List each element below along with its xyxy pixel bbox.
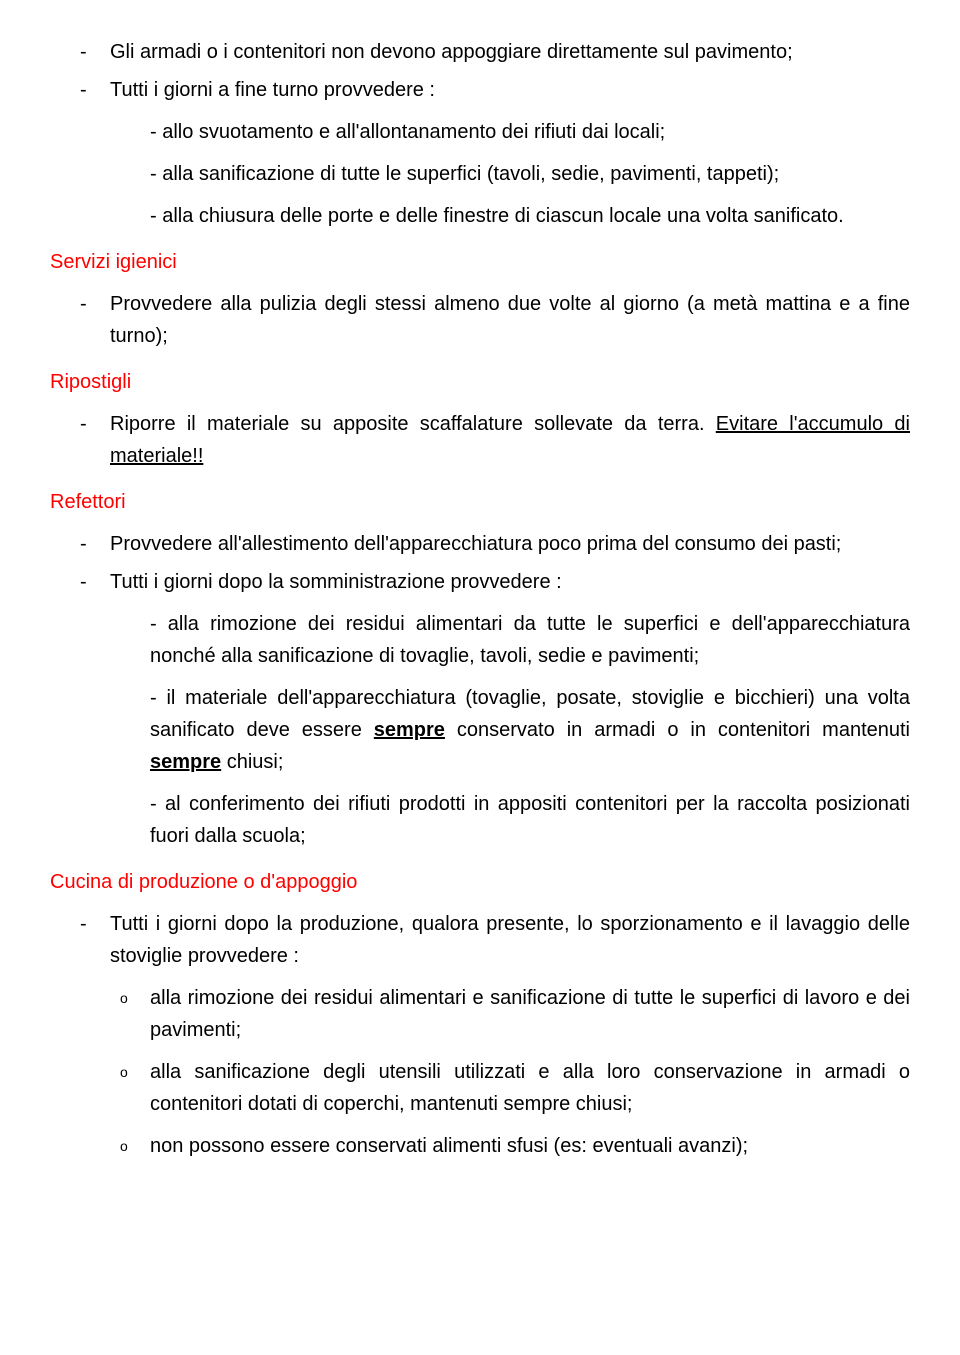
sub-text: - alla chiusura delle porte e delle fine… [150, 200, 910, 232]
sub-text: - al conferimento dei rifiuti prodotti i… [150, 788, 910, 852]
sub-item: - al conferimento dei rifiuti prodotti i… [150, 788, 910, 852]
sublist-item: o alla rimozione dei residui alimentari … [120, 982, 910, 1046]
list-item: - Tutti i giorni dopo la somministrazion… [80, 566, 910, 598]
document-page: - Gli armadi o i contenitori non devono … [0, 0, 960, 1355]
dash-bullet: - [80, 74, 110, 106]
dash-bullet: - [80, 288, 110, 352]
bold-underline-text: sempre [374, 719, 445, 741]
section-refettori: Refettori [50, 486, 910, 518]
list-item: - Riporre il materiale su apposite scaff… [80, 408, 910, 472]
list-item: - Tutti i giorni a fine turno provvedere… [80, 74, 910, 106]
item-text: Tutti i giorni a fine turno provvedere : [110, 74, 910, 106]
section-cucina: Cucina di produzione o d'appoggio [50, 866, 910, 898]
section-ripostigli: Ripostigli [50, 366, 910, 398]
sub-item: - alla rimozione dei residui alimentari … [150, 608, 910, 672]
section-servizi-igienici: Servizi igienici [50, 246, 910, 278]
sublist-text: alla rimozione dei residui alimentari e … [150, 982, 910, 1046]
sub-text: - allo svuotamento e all'allontanamento … [150, 116, 910, 148]
dash-bullet: - [80, 566, 110, 598]
dash-bullet: - [80, 36, 110, 68]
sub-item: - allo svuotamento e all'allontanamento … [150, 116, 910, 148]
item-text: Tutti i giorni dopo la somministrazione … [110, 566, 910, 598]
item-text: Provvedere alla pulizia degli stessi alm… [110, 288, 910, 352]
sub-text: - alla rimozione dei residui alimentari … [150, 608, 910, 672]
item-text: Riporre il materiale su apposite scaffal… [110, 408, 910, 472]
sub-text: - alla sanificazione di tutte le superfi… [150, 158, 910, 190]
sub-item: - il materiale dell'apparecchiatura (tov… [150, 682, 910, 778]
dash-bullet: - [80, 908, 110, 972]
text-part: conservato in armadi o in contenitori ma… [445, 719, 910, 741]
dash-bullet: - [80, 408, 110, 472]
sublist-text: non possono essere conservati alimenti s… [150, 1130, 910, 1162]
circle-bullet: o [120, 1056, 150, 1120]
circle-bullet: o [120, 1130, 150, 1162]
circle-bullet: o [120, 982, 150, 1046]
sub-text: - il materiale dell'apparecchiatura (tov… [150, 682, 910, 778]
bold-underline-text: sempre [150, 751, 221, 773]
list-item: - Gli armadi o i contenitori non devono … [80, 36, 910, 68]
list-item: - Provvedere alla pulizia degli stessi a… [80, 288, 910, 352]
sublist-item: o alla sanificazione degli utensili util… [120, 1056, 910, 1120]
list-item: - Provvedere all'allestimento dell'appar… [80, 528, 910, 560]
list-item: - Tutti i giorni dopo la produzione, qua… [80, 908, 910, 972]
sub-item: - alla sanificazione di tutte le superfi… [150, 158, 910, 190]
text-part: Riporre il materiale su apposite scaffal… [110, 413, 716, 435]
sublist-item: o non possono essere conservati alimenti… [120, 1130, 910, 1162]
dash-bullet: - [80, 528, 110, 560]
item-text: Tutti i giorni dopo la produzione, qualo… [110, 908, 910, 972]
item-text: Gli armadi o i contenitori non devono ap… [110, 36, 910, 68]
sub-item: - alla chiusura delle porte e delle fine… [150, 200, 910, 232]
text-part: chiusi; [221, 751, 283, 773]
item-text: Provvedere all'allestimento dell'apparec… [110, 528, 910, 560]
sublist-text: alla sanificazione degli utensili utiliz… [150, 1056, 910, 1120]
